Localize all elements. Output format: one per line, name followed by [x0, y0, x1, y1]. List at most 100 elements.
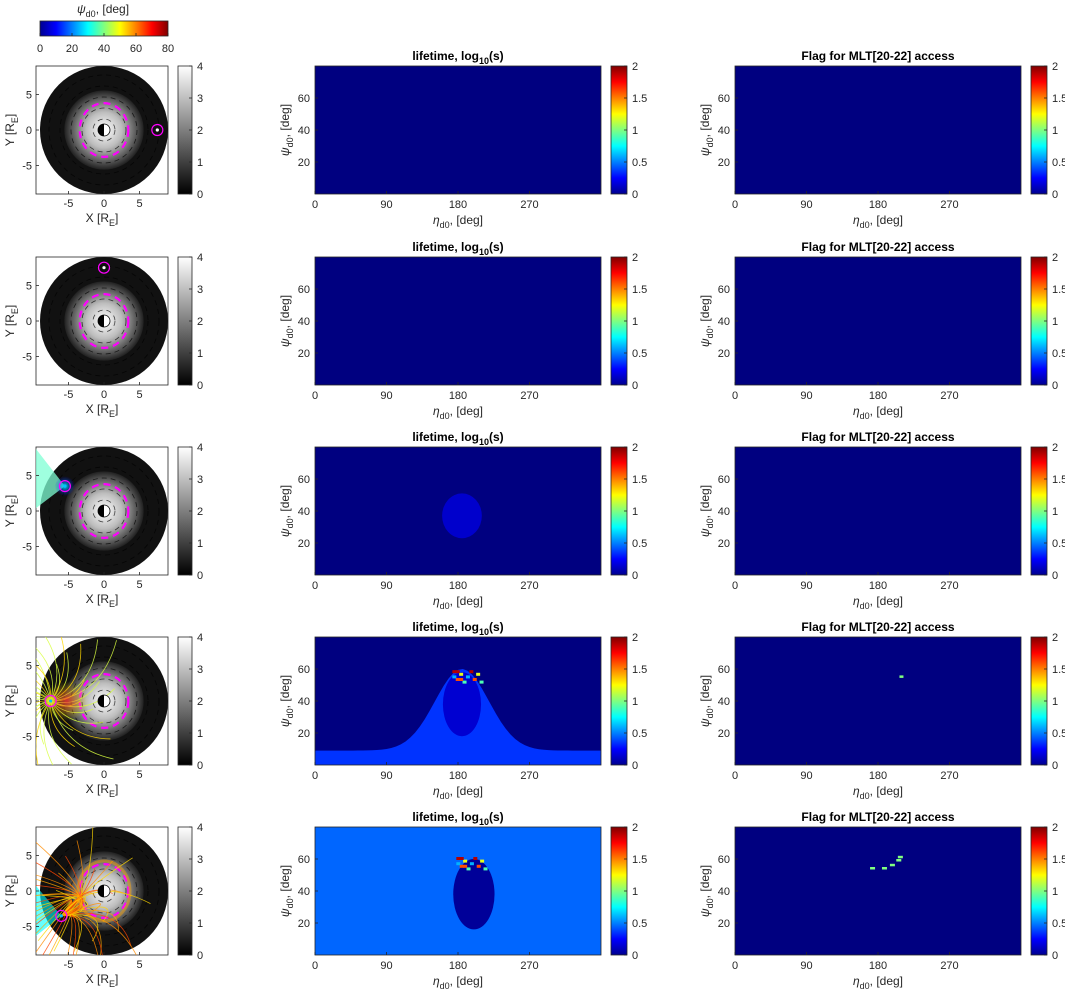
- map-xtick-label: 270: [940, 199, 958, 211]
- map-colorbar-tick-label: 0.5: [632, 157, 647, 169]
- map-xtick-label: 0: [732, 390, 738, 402]
- map-xtick-label: 180: [449, 199, 467, 211]
- map-disk-region: [442, 493, 482, 539]
- map-image: [735, 637, 1021, 765]
- map-xlabel: ηd0, [deg]: [853, 404, 903, 421]
- drift-shell-contour: [81, 868, 127, 914]
- map-title: Flag for MLT[20-22] access: [801, 240, 954, 254]
- map-background: [315, 257, 601, 385]
- map-colorbar-tick-label: 2: [632, 61, 638, 73]
- map-title: Flag for MLT[20-22] access: [801, 430, 954, 444]
- drift-shell-contour: [48, 265, 160, 377]
- map-image: [315, 827, 601, 955]
- orbit-ytick-label: 0: [26, 125, 32, 137]
- boundary-ring: [78, 863, 130, 919]
- earth-night-side: [98, 885, 104, 897]
- map-ytick-label: 60: [298, 474, 310, 486]
- map-colorbar-tick-label: 0: [632, 950, 638, 962]
- map-flag-pixel: [897, 855, 903, 859]
- map-xtick-label: 270: [520, 390, 538, 402]
- map-background: [735, 66, 1021, 194]
- orbit-panel: -5 0 5 5 0 -5 X [RE] Y [RE] 4 3 2 1 0: [3, 822, 203, 989]
- map-colorbar-tick-label: 2: [632, 822, 638, 834]
- map-xtick-label: 270: [940, 390, 958, 402]
- map-colorbar-tick-label: 0: [632, 380, 638, 392]
- orbit-ytick-label: 5: [26, 89, 32, 101]
- orbit-ylabel: Y [RE]: [3, 305, 20, 337]
- map-flag-pixel: [896, 859, 902, 862]
- map-hotspot-pixel: [473, 857, 478, 860]
- map-ytick-label: 60: [298, 664, 310, 676]
- map-colorbar-tick-label: 0.5: [1052, 918, 1065, 930]
- orbit-ylabel: Y [RE]: [3, 685, 20, 717]
- map-colorbar-tick-label: 1.5: [1052, 664, 1065, 676]
- map-colorbar-tick-label: 1: [1052, 125, 1058, 137]
- orbit-panel: -5 0 5 5 0 -5 X [RE] Y [RE] 4 3 2 1 0: [3, 252, 203, 419]
- earth-night-side: [98, 505, 104, 517]
- map-xtick-label: 90: [380, 770, 392, 782]
- trajectory-line: [61, 915, 99, 955]
- orbit-ytick-label: 5: [26, 280, 32, 292]
- map-colorbar-tick-label: 1.5: [632, 664, 647, 676]
- map-xtick-label: 90: [380, 199, 392, 211]
- map-colorbar-tick-label: 1.5: [1052, 474, 1065, 486]
- map-ytick-label: 20: [718, 728, 730, 740]
- map-background: [735, 447, 1021, 575]
- top-colorbar-tick-label: 0: [37, 43, 43, 55]
- orbit-xtick-label: 0: [101, 579, 107, 591]
- drift-shell-contour: [70, 857, 138, 925]
- orbit-inner: [36, 827, 168, 955]
- orbit-colorbar-tick-label: 4: [197, 61, 203, 73]
- map-xtick-label: 90: [800, 770, 812, 782]
- map-colorbar-tick-label: 1: [632, 886, 638, 898]
- orbit-colorbar-tick-label: 3: [197, 854, 203, 866]
- map-ytick-label: 40: [718, 696, 730, 708]
- map-ytick-label: 20: [298, 728, 310, 740]
- orbit-ytick-label: -5: [22, 732, 32, 744]
- map-image: [735, 66, 1021, 194]
- orbit-ytick-label: 5: [26, 660, 32, 672]
- map-colorbar-tick-label: 1: [1052, 696, 1058, 708]
- map-background: [735, 827, 1021, 955]
- map-xtick-label: 0: [312, 580, 318, 592]
- map-colorbar-tick-label: 0.5: [1052, 157, 1065, 169]
- orbit-colorbar-tick-label: 0: [197, 380, 203, 392]
- orbit-colorbar-tick-label: 3: [197, 284, 203, 296]
- top-colorbar-tick-label: 60: [130, 43, 142, 55]
- map-colorbar-tick-label: 0.5: [632, 538, 647, 550]
- map-ytick-label: 60: [718, 284, 730, 296]
- orbit-colorbar-tick-label: 0: [197, 189, 203, 201]
- map-xtick-label: 270: [940, 580, 958, 592]
- map-xtick-label: 180: [869, 390, 887, 402]
- map-ylabel: ψd0, [deg]: [278, 675, 295, 727]
- map-image: [315, 257, 601, 385]
- orbit-panel: -5 0 5 5 0 -5 X [RE] Y [RE] 4 3 2 1 0: [3, 61, 203, 228]
- orbit-inner: [36, 637, 168, 765]
- map-xtick-label: 0: [312, 390, 318, 402]
- top-colorbar-tick-label: 40: [98, 43, 110, 55]
- trajectory-line: [61, 879, 83, 917]
- map-hotspot-pixel: [459, 678, 464, 681]
- map-flag-pixel: [881, 867, 887, 870]
- map-xtick-label: 90: [380, 390, 392, 402]
- trajectory-line: [36, 692, 51, 702]
- map-disk-region: [442, 672, 482, 737]
- map-xtick-label: 270: [940, 960, 958, 972]
- map-ylabel: ψd0, [deg]: [278, 485, 295, 537]
- orbit-ytick-label: -5: [22, 161, 32, 173]
- map-colorbar-tick-label: 0.5: [632, 918, 647, 930]
- map-colorbar-tick-label: 1: [1052, 316, 1058, 328]
- map-ylabel: ψd0, [deg]: [278, 104, 295, 156]
- top-colorbar-tick-label: 80: [162, 43, 174, 55]
- map-colorbar-tick-label: 0: [1052, 189, 1058, 201]
- orbit-colorbar-tick-label: 1: [197, 728, 203, 740]
- map-title: lifetime, log10(s): [412, 810, 503, 827]
- drift-shell-contour: [48, 455, 160, 567]
- map-xtick-label: 270: [520, 770, 538, 782]
- map-ytick-label: 40: [718, 506, 730, 518]
- map-hotspot-pixel: [455, 678, 460, 681]
- orbit-ytick-label: -5: [22, 352, 32, 364]
